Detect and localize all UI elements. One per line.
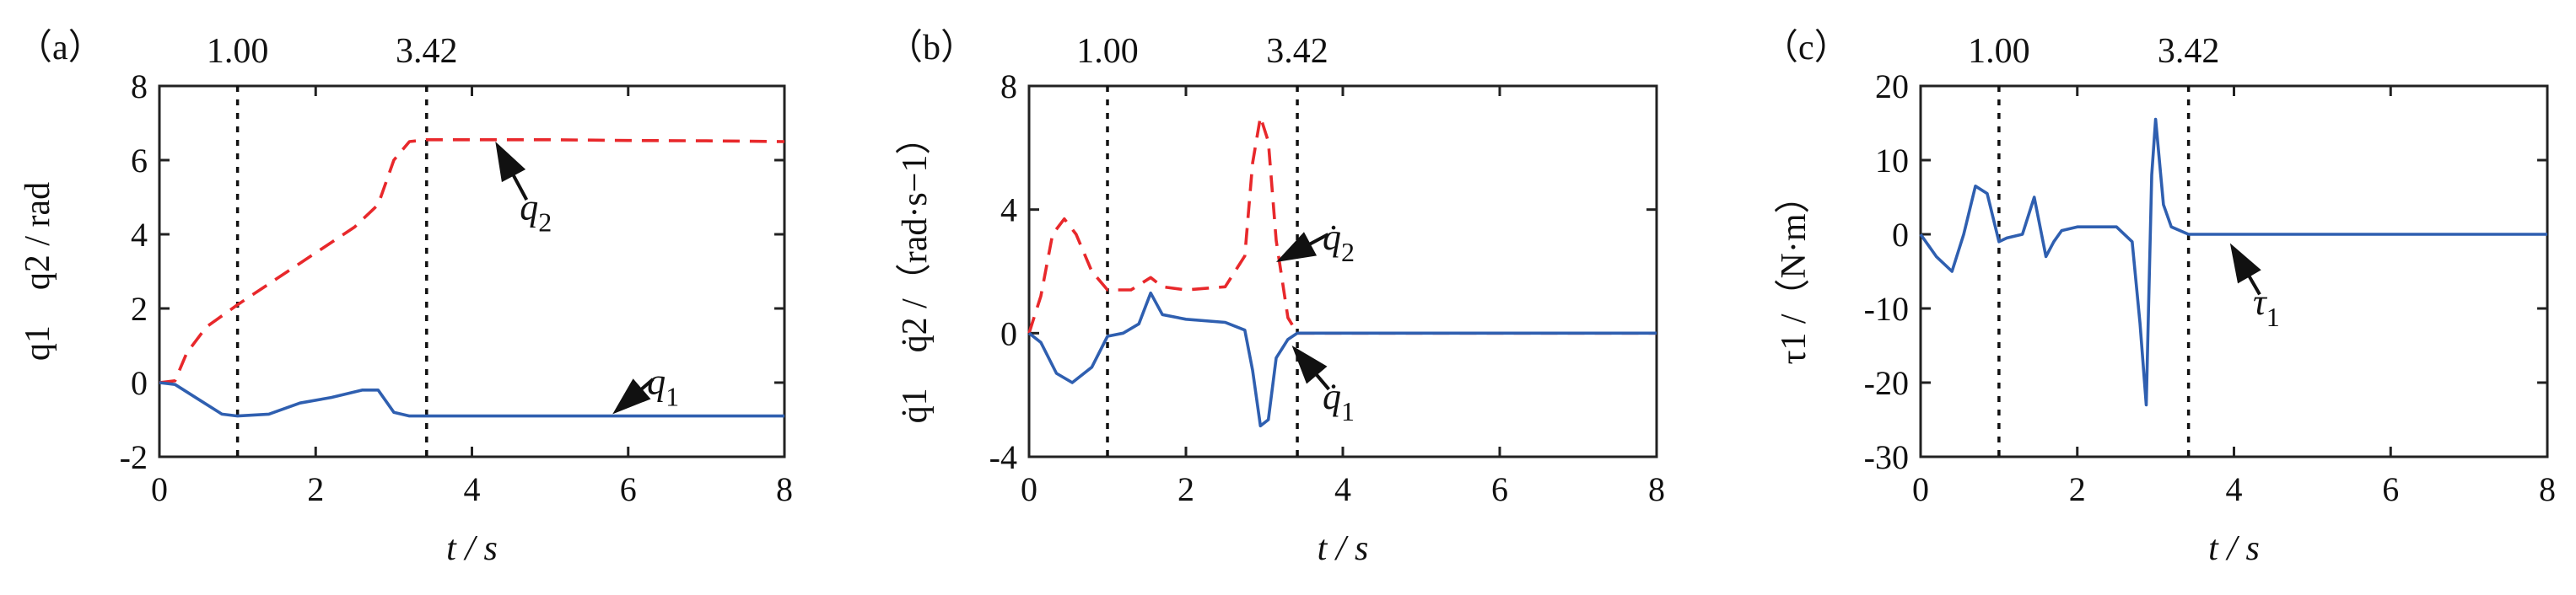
panel-label: （c） [1763,29,1850,67]
x-tick-label: 2 [1178,470,1194,508]
x-tick-label: 0 [151,470,168,508]
x-tick-label: 4 [2226,470,2243,508]
x-tick-label: 8 [2539,470,2556,508]
series-line-q2 [159,138,785,384]
series-annotation-label: q2 [520,187,552,238]
y-tick-label: 20 [1875,67,1909,105]
x-tick-label: 8 [776,470,793,508]
x-tick-label: 8 [1648,470,1665,508]
y-tick-label: 0 [1000,314,1017,352]
y-tick-label: 10 [1875,142,1909,180]
series-line-q1 [159,381,784,418]
panel-label: （a） [17,29,104,67]
event-marker-label: 3.42 [2158,32,2220,71]
series-annotation-label: q̇2 [1323,217,1355,267]
y-tick-label: 2 [131,290,148,328]
series-annotation-label: q̇1 [1323,376,1355,426]
x-tick-label: 0 [1912,470,1929,508]
x-tick-label: 6 [2382,470,2399,508]
annotation-arrow-head [495,142,526,183]
event-marker-label: 3.42 [396,32,458,71]
plot-frame [1919,84,2549,458]
x-tick-label: 4 [464,470,481,508]
series-line-τ1 [1919,117,2547,407]
y-axis-label: q̇1 q̇2 /（rad·s−1） [896,120,935,424]
x-tick-label: 2 [307,470,324,508]
y-axis-label: q1 q2 / rad [19,182,57,361]
event-marker-label: 1.00 [1076,32,1139,71]
plot-frame [158,84,786,458]
y-tick-label: 0 [1892,216,1909,254]
y-tick-label: 4 [131,216,148,254]
series-annotation-label: q1 [647,361,679,411]
event-marker-label: 3.42 [1266,32,1328,71]
y-tick-label: 4 [1000,191,1017,229]
x-axis-label: t / s [2208,529,2260,568]
x-axis-label: t / s [446,529,498,568]
series-line-q̇1 [1027,291,1657,428]
series-line-q̇2 [1027,115,1657,335]
event-marker-label: 1.00 [1968,32,2030,71]
y-tick-label: 8 [1000,67,1017,105]
x-tick-label: 4 [1334,470,1351,508]
y-tick-label: -2 [120,438,148,476]
series-annotation-label: τ1 [2253,281,2280,332]
y-tick-label: 8 [131,67,148,105]
annotation-arrow-shaft [509,170,529,201]
chart-panel-3: 0 2 4 6 8 -30 -20 -10 0 10 20 1.00 3.42 τ1 （c） t / s τ1 … [1763,29,2556,568]
x-axis-label: t / s [1318,529,1369,568]
x-tick-label: 6 [620,470,637,508]
y-tick-label: -10 [1864,290,1909,328]
y-tick-label: 6 [131,142,148,180]
y-tick-label: -30 [1864,438,1909,476]
x-tick-label: 0 [1021,470,1037,508]
panel-label: （b） [887,29,976,67]
y-axis-label: τ1 /（N·m） [1775,178,1813,364]
annotation-arrow-head [2229,243,2261,284]
y-tick-label: -4 [989,438,1017,476]
x-tick-label: 6 [1491,470,1508,508]
annotation-arrow-head [1275,232,1318,262]
y-tick-label: -20 [1864,364,1909,402]
x-tick-label: 2 [2069,470,2086,508]
event-marker-label: 1.00 [207,32,269,71]
annotation-arrow-head [612,378,651,415]
annotation-arrow-head [1291,346,1328,384]
y-tick-label: 0 [131,364,148,402]
